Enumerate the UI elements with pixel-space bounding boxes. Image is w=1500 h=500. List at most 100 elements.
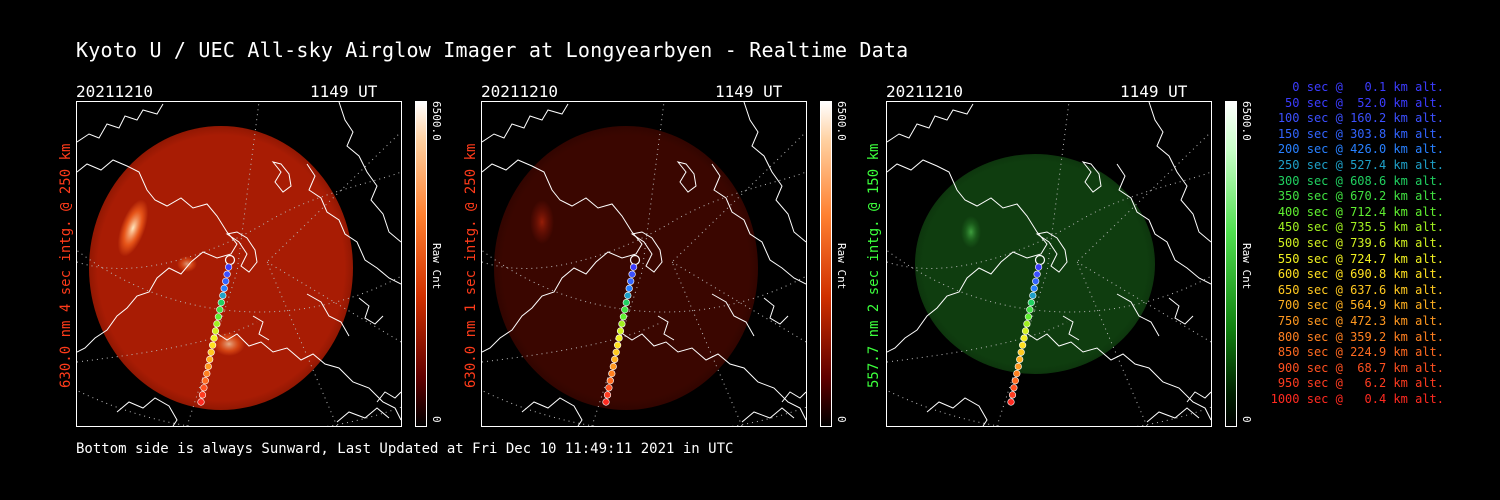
panel-3-colorbar-title: Raw Cnt [1240,243,1253,290]
legend-row: 150 sec @ 303.8 km alt. [1277,126,1444,141]
trajectory-point [625,284,633,292]
legend-row: 600 sec @ 690.8 km alt. [1277,267,1444,282]
allsky-disk [915,154,1155,374]
trajectory-point [615,334,623,342]
panel-1-date: 20211210 [76,82,154,101]
trajectory-point [616,327,625,335]
aurora-bright-patch [961,216,981,248]
trajectory-point [1007,398,1015,406]
panel-1-colorbar [415,101,427,427]
trajectory-point [1010,384,1018,392]
panel-2-colorbar-min: 0 [835,416,848,423]
panel-2-date: 20211210 [481,82,559,101]
footer-status: Bottom side is always Sunward, Last Upda… [76,441,734,457]
legend-row: 900 sec @ 68.7 km alt. [1277,360,1444,375]
trajectory-point [1011,377,1019,385]
aurora-patch [213,332,245,356]
aurora-bright-patch [117,199,149,257]
panel-1-colorbar-min: 0 [430,416,443,423]
panel-3-wavelength-label: 557.7 nm 2 sec intg. @ 150 km [866,143,882,388]
legend-row: 0 sec @ 0.1 km alt. [1292,80,1444,94]
trajectory-point [1021,327,1030,335]
legend-row: 850 sec @ 224.9 km alt. [1277,345,1444,360]
trajectory-point [1033,270,1041,278]
legend-row: 50 sec @ 52.0 km alt. [1285,95,1444,110]
legend-row: 500 sec @ 739.6 km alt. [1277,235,1444,250]
legend-row: 950 sec @ 6.2 km alt. [1277,376,1444,391]
trajectory-point [602,398,610,406]
geo-grid [77,102,401,426]
trajectory-point [1008,391,1017,399]
trajectory-point [608,370,616,378]
geo-grid [482,102,806,426]
coastline [77,102,401,426]
trajectory-point [197,398,205,406]
panel-1-colorbar-max: 6500.0 [430,101,443,141]
panel-1-image [76,101,402,427]
panel-3-image [886,101,1212,427]
legend-row: 700 sec @ 564.9 km alt. [1277,298,1444,313]
trajectory-point [1019,341,1027,349]
trajectory-point [1017,348,1025,356]
trajectory-point [1027,299,1035,307]
trajectory-point [220,284,228,292]
coastline [887,102,1211,426]
trajectory-point [219,291,227,300]
trajectory-point [611,355,619,363]
trajectory-point [1023,320,1031,328]
trajectory-point [213,320,221,328]
trajectory-point [206,355,214,363]
panel-3-date: 20211210 [886,82,964,101]
panel-3-colorbar-max: 6500.0 [1240,101,1253,141]
panel-2-wavelength-label: 630.0 nm 1 sec intg. @ 250 km [463,143,479,388]
aurora-patch [177,256,197,272]
panel-1-colorbar-title: Raw Cnt [430,243,443,290]
trajectory-point [603,391,612,399]
trajectory-point [627,277,635,285]
legend-row: 800 sec @ 359.2 km alt. [1277,329,1444,344]
legend-row: 450 sec @ 735.5 km alt. [1277,220,1444,235]
panel-2-colorbar [820,101,832,427]
trajectory-point [630,263,638,271]
trajectory-point [207,348,215,356]
trajectory-point [618,320,626,328]
panel-3-colorbar-min: 0 [1240,416,1253,423]
trajectory-point [225,263,233,271]
trajectory-point [628,270,636,278]
trajectory-point [1029,291,1037,300]
trajectory-point [222,277,230,285]
trajectory-point [1024,313,1032,321]
trajectory-point [201,377,209,385]
trajectory-point [606,377,614,385]
trajectory-point [216,306,224,314]
legend-row: 250 sec @ 527.4 km alt. [1277,157,1444,172]
aurora-bright-patch [530,200,554,244]
trajectory-point [614,341,622,349]
trajectory-point [198,391,207,399]
trajectory-point [1013,370,1021,378]
legend-row: 350 sec @ 670.2 km alt. [1277,189,1444,204]
trajectory-point [217,299,225,307]
trajectory-point [210,334,218,342]
trajectory-point [1032,277,1040,285]
legend-row: 300 sec @ 608.6 km alt. [1277,173,1444,188]
legend-row: 650 sec @ 637.6 km alt. [1277,282,1444,297]
legend-row: 100 sec @ 160.2 km alt. [1277,111,1444,126]
panel-2-colorbar-title: Raw Cnt [835,243,848,290]
trajectory-point [605,384,613,392]
panel-2-image [481,101,807,427]
trajectory-point [223,270,231,278]
panel-3-colorbar [1225,101,1237,427]
geo-grid [887,102,1211,426]
trajectory-point [1014,362,1022,371]
legend-row: 550 sec @ 724.7 km alt. [1277,251,1444,266]
allsky-disk [89,126,353,410]
trajectory-point [1026,306,1034,314]
trajectory-point [609,362,617,371]
panel-1-time: 1149 UT [310,82,378,101]
trajectory-legend: 0 sec @ 0.1 km alt. 50 sec @ 52.0 km alt.… [1262,80,1444,407]
trajectory-point [619,313,627,321]
legend-row: 1000 sec @ 0.4 km alt. [1270,391,1444,406]
trajectory-point [1035,263,1043,271]
trajectory-point [1030,284,1038,292]
